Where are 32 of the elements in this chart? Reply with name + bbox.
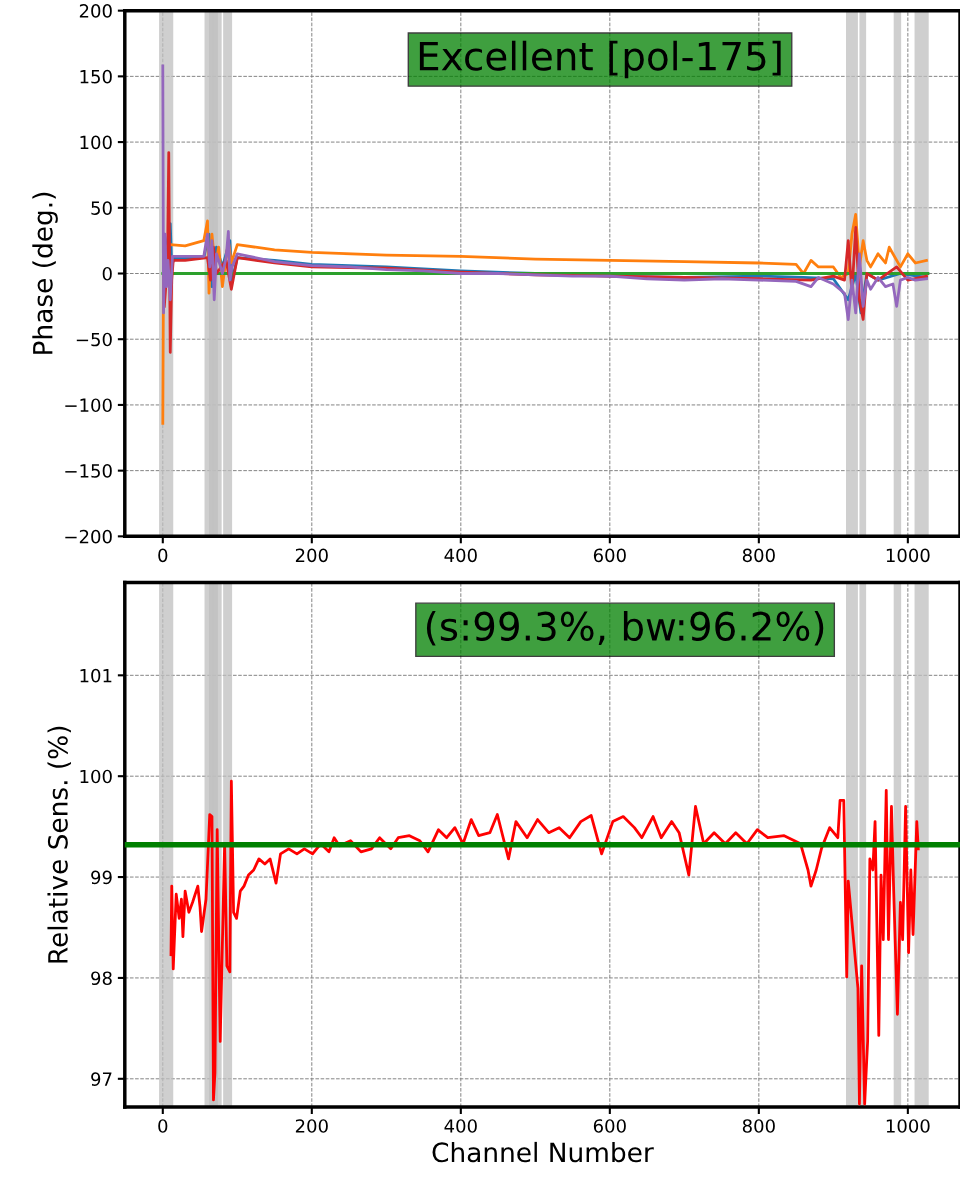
- y-tick-label: −150: [65, 464, 112, 478]
- y-axis-title: Relative Sens. (%): [47, 726, 71, 963]
- y-tick-label: 100: [80, 769, 112, 784]
- x-tick-label: 800: [742, 548, 775, 563]
- x-tick-label: 200: [295, 548, 328, 563]
- x-tick-label: 0: [158, 1119, 168, 1133]
- x-tick-label: 400: [444, 548, 477, 563]
- y-tick-label: 0: [102, 266, 112, 281]
- y-tick-label: 200: [79, 4, 112, 18]
- x-tick-label: 1000: [886, 1119, 930, 1133]
- annotation: (s:99.3%, bw:96.2%): [426, 610, 824, 646]
- x-tick-label: 0: [158, 548, 168, 563]
- x-tick-label: 600: [593, 548, 626, 563]
- x-tick-label: 400: [444, 1119, 477, 1133]
- x-tick-label: 1000: [886, 548, 930, 563]
- annotation: Excellent [pol-175]: [419, 40, 781, 79]
- x-axis-title: Channel Number: [432, 1141, 654, 1163]
- y-tick-label: −50: [76, 332, 112, 347]
- y-tick-label: −100: [65, 398, 112, 413]
- y-tick-label: 100: [80, 135, 112, 150]
- y-tick-label: 97: [91, 1072, 112, 1086]
- y-tick-label: 50: [91, 201, 112, 215]
- y-tick-label: 101: [80, 668, 112, 683]
- y-tick-label: 98: [91, 971, 112, 986]
- x-tick-label: 800: [742, 1119, 775, 1133]
- y-axis-title: Phase (deg.): [32, 192, 58, 354]
- x-tick-label: 600: [593, 1119, 626, 1133]
- x-tick-label: 200: [295, 1119, 328, 1133]
- y-tick-label: −200: [65, 529, 112, 544]
- y-tick-label: 150: [80, 69, 112, 84]
- y-tick-label: 99: [91, 870, 112, 885]
- line-series: [169, 779, 920, 1106]
